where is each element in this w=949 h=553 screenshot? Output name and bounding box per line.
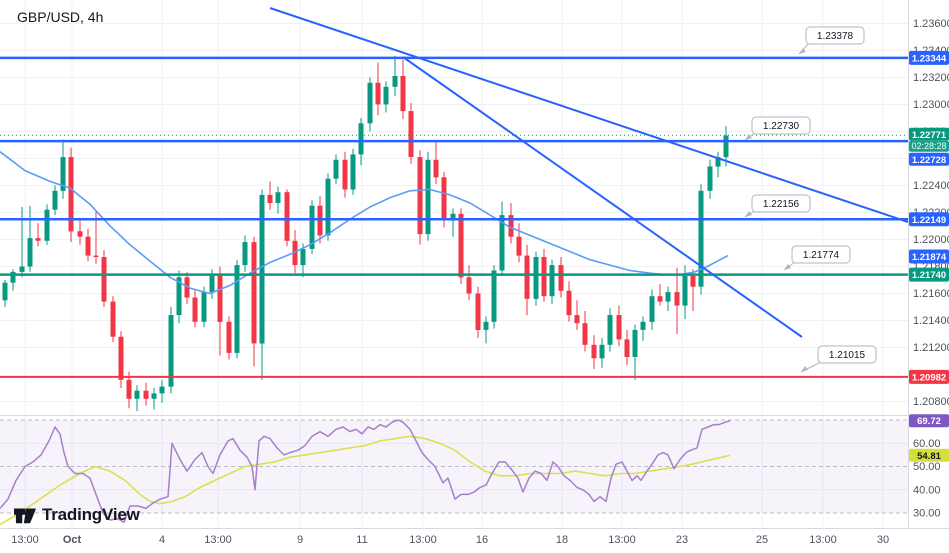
axis-label: 30.00	[913, 508, 941, 520]
time-axis-label: 16	[476, 534, 488, 546]
time-axis-label: 11	[356, 534, 367, 546]
time-axis-label: 23	[676, 534, 688, 546]
axis-badge-label: 1.20982	[912, 372, 946, 383]
axis-label: 1.23000	[913, 99, 949, 111]
candlestick-series[interactable]	[2, 55, 729, 411]
svg-text:1.22156: 1.22156	[763, 199, 800, 210]
price-label-callout[interactable]: 1.22156	[744, 194, 811, 218]
axis-badge-label: 1.22728	[912, 155, 946, 166]
axis-badge	[909, 50, 949, 65]
axis-label: 1.21200	[913, 342, 949, 354]
axis-badge	[909, 448, 949, 462]
price-label-callout[interactable]: 1.21015	[800, 345, 877, 373]
axis-label: 1.21600	[913, 288, 949, 300]
svg-text:1.21015: 1.21015	[829, 350, 866, 361]
tradingview-wordmark: TradingView	[42, 505, 140, 524]
ma-overlay[interactable]	[0, 151, 729, 295]
rsi-band	[0, 419, 908, 523]
axis-badge-label: 1.22149	[912, 215, 946, 226]
rsi-pane[interactable]	[0, 419, 731, 526]
trendlines[interactable]	[269, 7, 909, 338]
svg-text:1.21774: 1.21774	[803, 250, 840, 261]
axis-badge	[909, 152, 949, 166]
svg-text:1.23378: 1.23378	[817, 31, 854, 42]
price-label-callout[interactable]: 1.23378	[798, 26, 865, 55]
symbol-title[interactable]: GBP/USD, 4h	[17, 9, 104, 25]
axis-label: 1.23200	[913, 72, 949, 84]
time-axis-label: 18	[556, 534, 568, 546]
axis-badge-label: 1.21874	[912, 252, 947, 263]
time-axis-label: 9	[297, 534, 303, 546]
axis-label: 1.23600	[913, 18, 949, 30]
time-axis-label: 13:00	[809, 534, 837, 546]
axis-label: 1.20800	[913, 396, 949, 408]
axis-badge	[909, 127, 949, 141]
axis-badge	[909, 267, 949, 282]
time-axis-label: 13:00	[204, 534, 232, 546]
time-axis-label: 13:00	[409, 534, 437, 546]
pane-separators	[0, 0, 949, 529]
svg-text:1.22730: 1.22730	[763, 121, 800, 132]
axis-badge	[909, 414, 949, 428]
time-axis-label: 25	[756, 534, 768, 546]
axis-label: 40.00	[913, 484, 941, 496]
trendline-2[interactable]	[402, 56, 803, 338]
price-axis[interactable]: 1.236001.234001.232001.230001.228001.226…	[909, 18, 949, 520]
rsi-ma-line	[0, 435, 731, 526]
countdown-badge	[909, 140, 949, 152]
axis-badge	[909, 249, 949, 264]
axis-badge	[909, 369, 949, 384]
axis-badge-label: 1.22771	[912, 130, 947, 141]
price-label-callout[interactable]: 1.21774	[783, 245, 851, 271]
ma-line[interactable]	[0, 151, 729, 295]
time-axis-label: 13:00	[11, 534, 39, 546]
axis-badge	[909, 212, 949, 227]
horizontal-level-lines[interactable]	[0, 56, 908, 378]
price-label-callouts[interactable]: 1.23378 1.22730 1.22156 1.21774 1.21015	[744, 26, 877, 373]
axis-badge-label: 1.23344	[912, 53, 947, 64]
axis-label: 1.21400	[913, 315, 949, 327]
time-axis-label: Oct	[63, 534, 82, 546]
axis-label: 1.22000	[913, 234, 949, 246]
time-axis[interactable]: 13:00 Oct 4 13:00 9 11 13:00 16 18 13:00 23 25 13:00…	[11, 534, 889, 546]
time-axis-label: 30	[877, 534, 889, 546]
axis-label: 60.00	[913, 438, 941, 450]
rsi-line	[0, 419, 731, 524]
axis-badge-label: 69.72	[917, 416, 941, 427]
time-axis-label: 13:00	[608, 534, 636, 546]
axis-badge-label: 54.81	[917, 451, 941, 462]
axis-badge-label: 1.21740	[912, 270, 946, 281]
tradingview-icon	[14, 505, 36, 525]
trendline-1[interactable]	[269, 7, 909, 223]
price-label-callout[interactable]: 1.22730	[744, 116, 811, 141]
tradingview-logo[interactable]: TradingView	[14, 505, 140, 525]
axis-label: 1.22400	[913, 180, 949, 192]
axis-label: 50.00	[913, 461, 941, 473]
countdown-label: 02:28:28	[911, 141, 946, 151]
time-axis-label: 4	[159, 534, 165, 546]
